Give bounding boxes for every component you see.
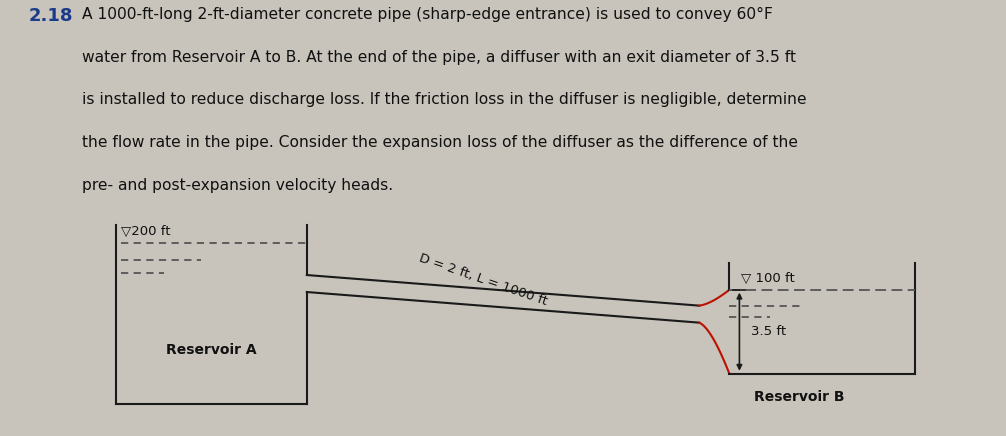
Text: water from Reservoir A to B. At the end of the pipe, a diffuser with an exit dia: water from Reservoir A to B. At the end …	[82, 50, 797, 65]
Text: D = 2 ft, L = 1000 ft: D = 2 ft, L = 1000 ft	[417, 252, 548, 308]
Text: is installed to reduce discharge loss. If the friction loss in the diffuser is n: is installed to reduce discharge loss. I…	[82, 92, 807, 107]
Text: pre- and post-expansion velocity heads.: pre- and post-expansion velocity heads.	[82, 178, 393, 193]
Text: ▽ 100 ft: ▽ 100 ft	[741, 272, 795, 285]
Text: 3.5 ft: 3.5 ft	[751, 325, 787, 338]
Text: ▽200 ft: ▽200 ft	[121, 225, 170, 238]
Text: Reservoir B: Reservoir B	[754, 389, 845, 404]
Text: 2.18: 2.18	[28, 7, 72, 25]
Text: the flow rate in the pipe. Consider the expansion loss of the diffuser as the di: the flow rate in the pipe. Consider the …	[82, 135, 799, 150]
Text: A 1000-ft-long 2-ft-diameter concrete pipe (sharp-edge entrance) is used to conv: A 1000-ft-long 2-ft-diameter concrete pi…	[82, 7, 774, 22]
Text: Reservoir A: Reservoir A	[166, 343, 257, 357]
